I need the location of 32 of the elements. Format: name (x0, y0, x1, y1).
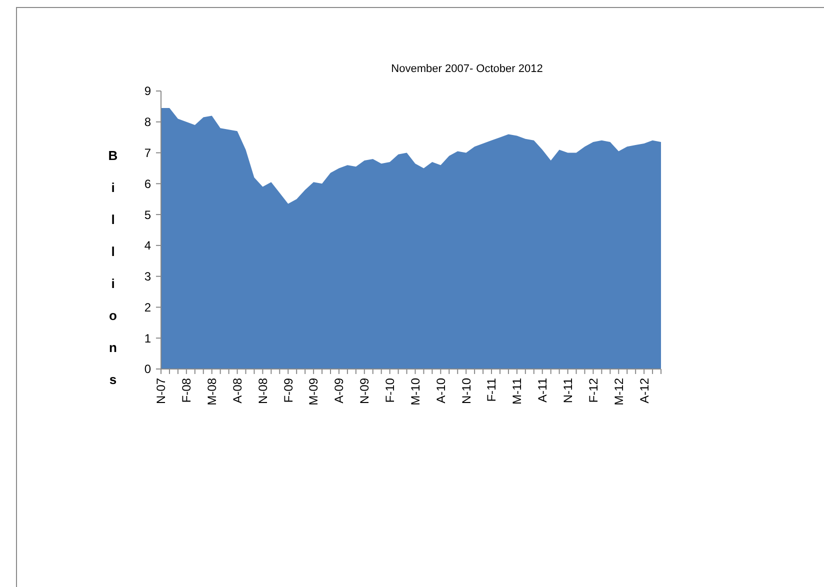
chart-title: November 2007- October 2012 (391, 63, 543, 75)
y-tick-label: 5 (144, 208, 152, 222)
y-tick-label: 2 (144, 300, 152, 314)
x-tick-label: F-08 (180, 378, 194, 403)
text: Billions (108, 148, 118, 387)
y-tick-label: 7 (144, 146, 152, 160)
x-tick-label: M-09 (306, 378, 321, 406)
x-tick-label: M-11 (510, 378, 524, 404)
x-tick-label: F-12 (586, 378, 600, 403)
x-tick-label: M-10 (408, 378, 422, 406)
y-tick-label: 3 (144, 270, 152, 284)
x-tick-label: A-10 (434, 378, 448, 404)
y-tick-label: 8 (144, 115, 152, 130)
y-tick-label: 6 (144, 176, 152, 191)
x-tick-label: A-09 (332, 378, 346, 404)
x-tick-label: A-08 (230, 378, 244, 404)
x-tick-label: N-10 (459, 378, 474, 404)
x-tick-label: F-10 (383, 378, 398, 403)
x-tick-label: N-07 (154, 378, 168, 404)
x-tick-label: N-09 (358, 378, 372, 404)
y-tick-label: 9 (144, 84, 152, 98)
x-tick-label: N-11 (560, 378, 575, 404)
x-tick-label: A-11 (536, 378, 550, 402)
y-tick-label: 1 (144, 331, 152, 346)
x-tick-label: N-08 (256, 378, 270, 404)
x-tick-label: M-08 (205, 378, 220, 406)
y-tick-label: 0 (144, 362, 152, 376)
x-tick-label: F-11 (484, 378, 499, 402)
x-tick-label: F-09 (281, 378, 296, 403)
x-tick-label: M-12 (612, 378, 626, 406)
x-tick-label: A-12 (637, 378, 652, 404)
y-tick-label: 4 (144, 238, 152, 253)
